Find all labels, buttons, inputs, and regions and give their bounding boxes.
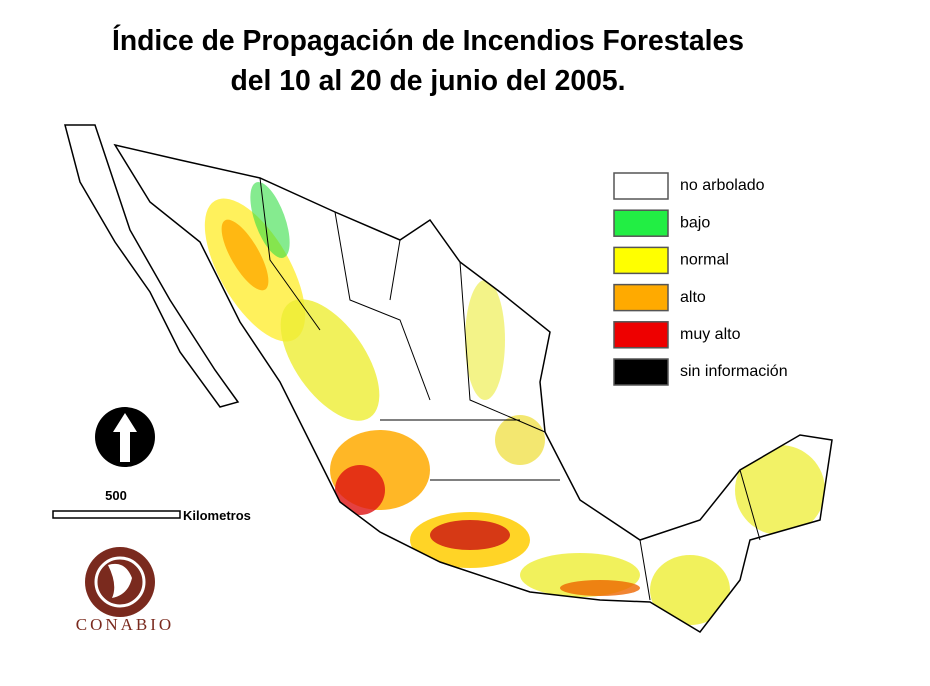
scale-bar <box>52 510 181 519</box>
logo-text: CONABIO <box>76 615 174 634</box>
legend-label: no arbolado <box>680 177 765 194</box>
title-line-2: del 10 al 20 de junio del 2005. <box>231 65 626 97</box>
title-line-1: Índice de Propagación de Incendios Fores… <box>112 23 744 57</box>
legend-swatch <box>613 246 669 275</box>
legend: no arbolado bajo normal alto muy alto sin inf… <box>613 172 788 386</box>
legend-swatch <box>613 172 669 200</box>
legend-swatch <box>613 321 669 349</box>
legend-swatch <box>613 358 669 386</box>
scale-unit: Kilometros <box>183 508 251 523</box>
legend-label: alto <box>680 289 706 306</box>
legend-label: bajo <box>680 214 710 231</box>
legend-label: muy alto <box>680 326 741 343</box>
legend-swatch <box>613 283 669 312</box>
logo: CONABIO <box>76 547 174 634</box>
scale-value: 500 <box>105 488 127 503</box>
north-arrow <box>95 407 155 467</box>
legend-label: normal <box>680 252 729 269</box>
legend-swatch <box>613 209 669 237</box>
map <box>64 124 833 633</box>
legend-label: sin información <box>680 363 788 380</box>
